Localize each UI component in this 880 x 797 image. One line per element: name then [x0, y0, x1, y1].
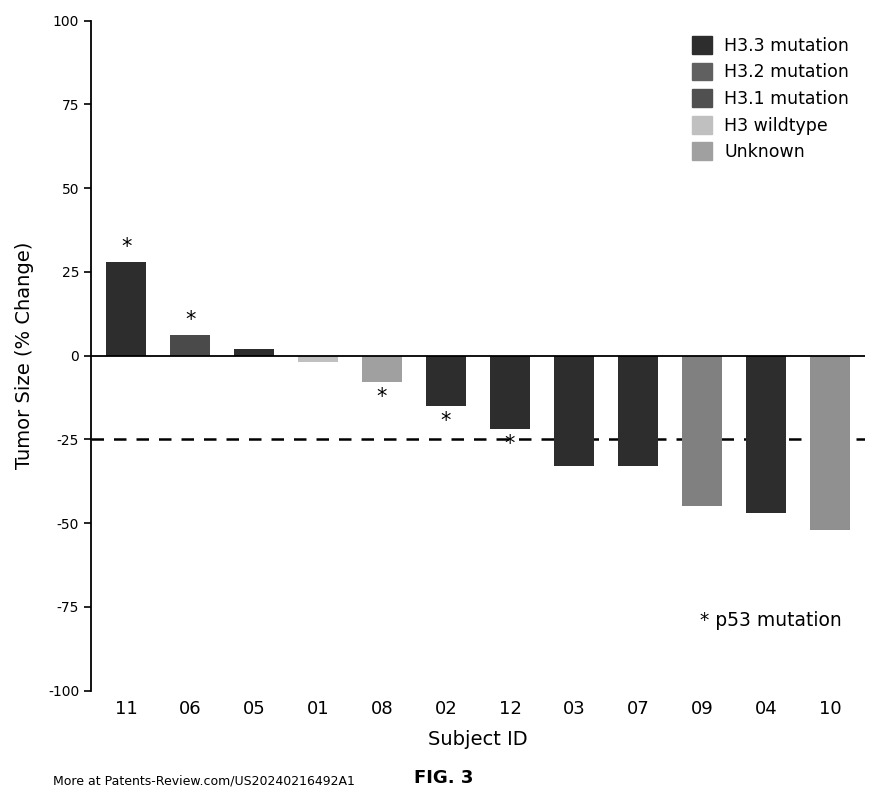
- Bar: [618, 355, 657, 466]
- Bar: [746, 355, 786, 513]
- Text: *: *: [377, 387, 387, 407]
- Text: *: *: [185, 311, 195, 331]
- Bar: [234, 349, 274, 355]
- Bar: [170, 336, 210, 355]
- Bar: [682, 355, 722, 506]
- Y-axis label: Tumor Size (% Change): Tumor Size (% Change): [15, 242, 34, 469]
- Bar: [363, 355, 402, 383]
- Bar: [490, 355, 530, 430]
- Text: * p53 mutation: * p53 mutation: [700, 611, 842, 630]
- Text: *: *: [441, 411, 451, 431]
- X-axis label: Subject ID: Subject ID: [429, 729, 528, 748]
- Bar: [810, 355, 850, 530]
- Legend: H3.3 mutation, H3.2 mutation, H3.1 mutation, H3 wildtype, Unknown: H3.3 mutation, H3.2 mutation, H3.1 mutat…: [685, 29, 856, 168]
- Text: FIG. 3: FIG. 3: [414, 769, 473, 787]
- Text: More at Patents-Review.com/US20240216492A1: More at Patents-Review.com/US20240216492…: [53, 775, 355, 787]
- Bar: [426, 355, 466, 406]
- Bar: [106, 261, 146, 355]
- Text: *: *: [121, 237, 131, 257]
- Bar: [554, 355, 594, 466]
- Text: *: *: [505, 434, 515, 454]
- Bar: [298, 355, 338, 363]
